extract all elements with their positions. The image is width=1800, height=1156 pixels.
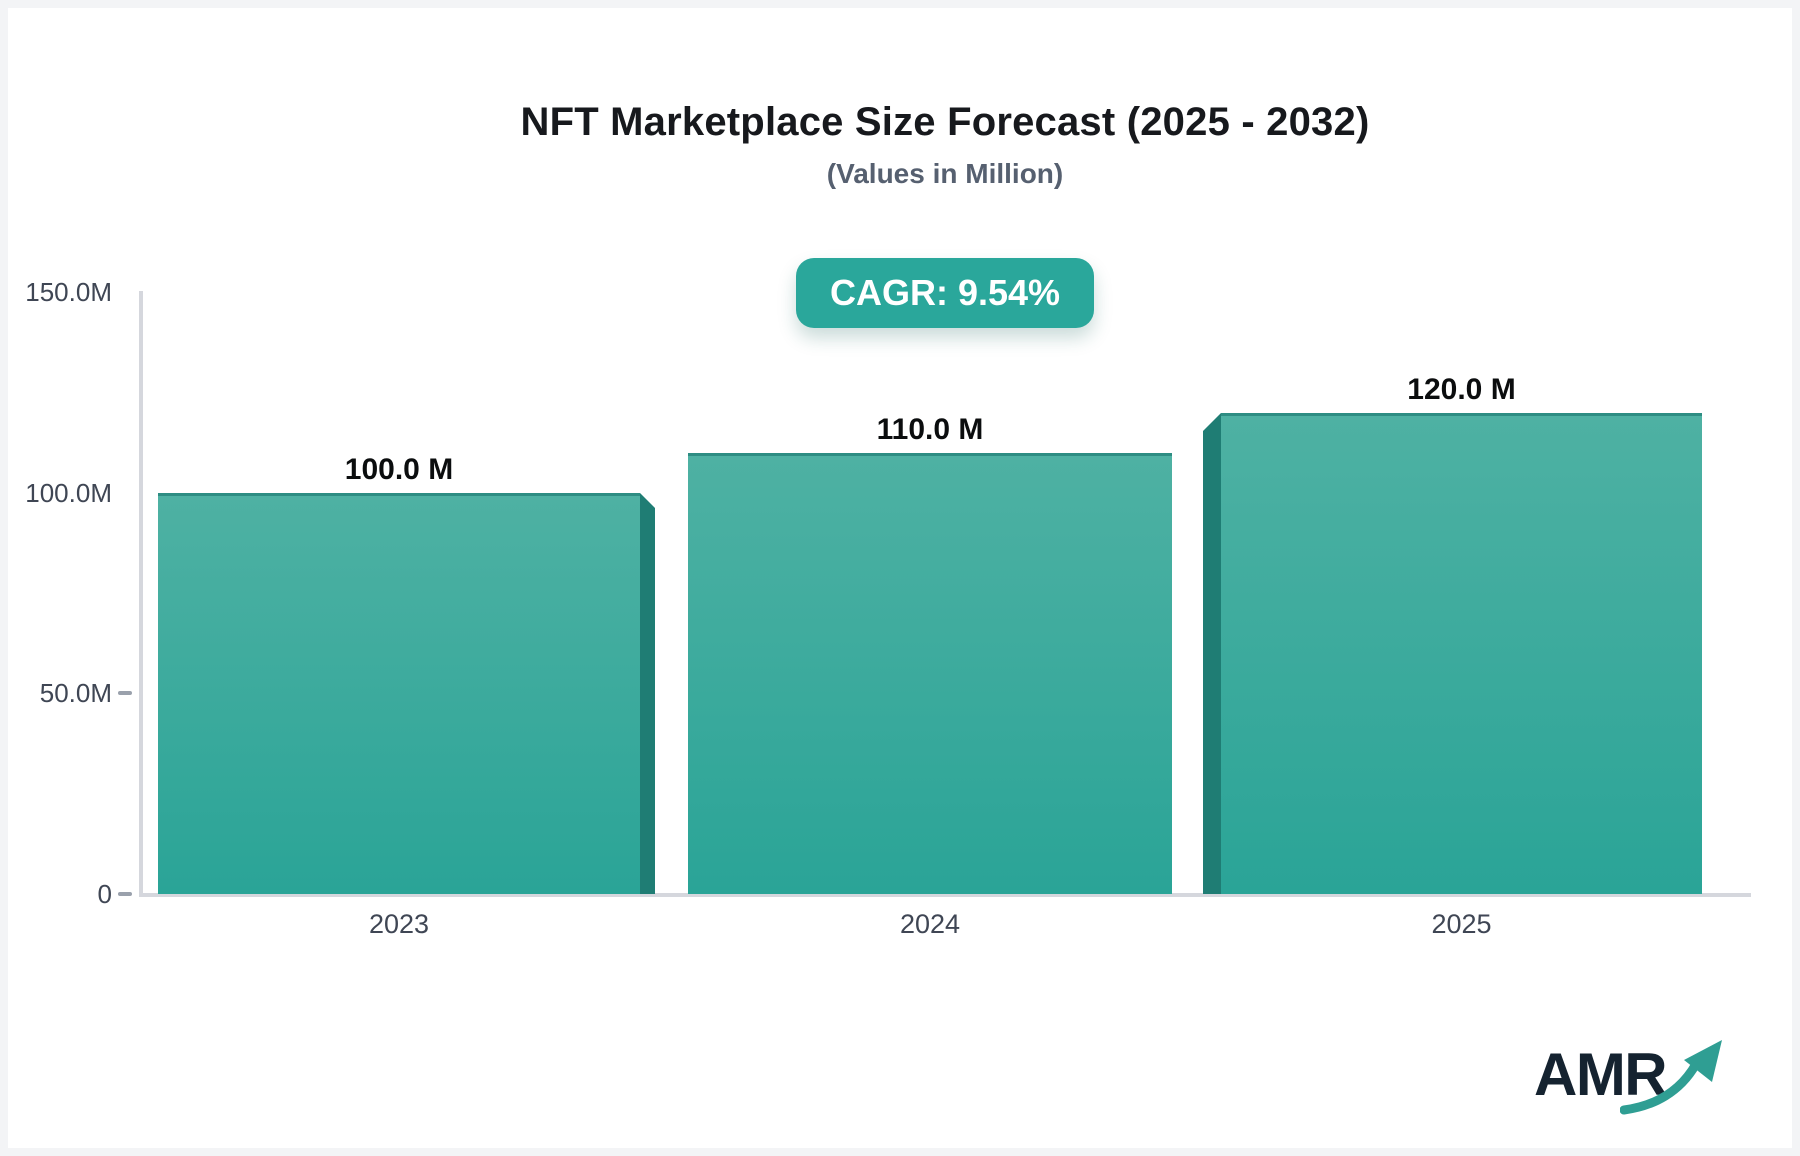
bar-value-label: 120.0 M	[1407, 373, 1516, 406]
bar-value-label: 110.0 M	[876, 413, 984, 446]
x-axis-line	[139, 893, 1751, 897]
y-tick-label: 50.0M	[8, 677, 132, 709]
y-axis-line	[139, 291, 143, 896]
x-axis-label: 2025	[1431, 909, 1492, 939]
chart-subtitle: (Values in Million)	[826, 158, 1064, 189]
amr-logo: AMR	[1534, 1034, 1744, 1126]
cagr-badge: CAGR: 9.54%	[795, 258, 1095, 328]
y-tick-label: 150.0M	[25, 277, 112, 307]
bar-3d-side-2023	[640, 493, 655, 894]
bar-value-label: 100.0 M	[344, 453, 454, 486]
bar-2024	[688, 453, 1172, 894]
y-tick-label: 100.0M	[25, 478, 112, 508]
cagr-badge-row: CAGR: 9.54%	[140, 258, 1750, 328]
y-tick-mark	[118, 691, 132, 695]
bar-2025	[1221, 413, 1702, 894]
x-axis-label: 2024	[899, 909, 961, 939]
chart-card: NFT Marketplace Size Forecast (2025 - 20…	[8, 8, 1792, 1148]
growth-arrow-icon	[1620, 1040, 1722, 1115]
y-tick-label: 0	[8, 878, 132, 910]
x-axis-label: 2023	[368, 909, 430, 939]
bar-3d-side-2025	[1203, 413, 1221, 894]
amr-logo-text: AMR	[1534, 1041, 1668, 1108]
chart-title: NFT Marketplace Size Forecast (2025 - 20…	[520, 100, 1370, 144]
y-tick-mark	[118, 892, 132, 896]
bar-2023	[158, 493, 640, 894]
